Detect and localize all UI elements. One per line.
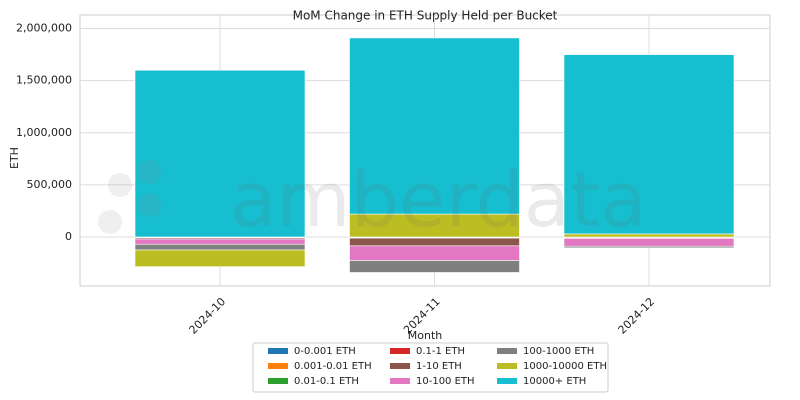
- bar-segment: [563, 245, 735, 249]
- legend-swatch: [268, 378, 288, 384]
- bar-segment: [134, 249, 306, 267]
- legend-swatch: [390, 363, 410, 369]
- y-tick-label: 1,500,000: [16, 74, 72, 87]
- x-tick-label: 2024-12: [616, 295, 658, 337]
- legend-label: 0.01-0.1 ETH: [294, 376, 359, 387]
- legend-label: 0.001-0.01 ETH: [294, 361, 372, 372]
- bar-segment: [563, 54, 735, 235]
- legend-label: 1000-10000 ETH: [523, 361, 607, 372]
- bar-segment: [134, 243, 306, 251]
- x-tick-label: 2024-10: [187, 295, 229, 337]
- bar-segment: [349, 245, 520, 261]
- y-tick-label: 1,000,000: [16, 126, 72, 139]
- legend-swatch: [268, 363, 288, 369]
- watermark: amberdata: [98, 155, 647, 244]
- y-tick-label: 0: [65, 230, 72, 243]
- legend-label: 100-1000 ETH: [523, 346, 594, 357]
- legend-swatch: [390, 378, 410, 384]
- legend-swatch: [268, 348, 288, 354]
- chart-title: MoM Change in ETH Supply Held per Bucket: [293, 9, 558, 23]
- legend-swatch: [497, 378, 517, 384]
- bar-segment: [134, 69, 306, 238]
- x-axis-label: Month: [408, 329, 443, 342]
- y-tick-label: 2,000,000: [16, 22, 72, 35]
- legend-swatch: [390, 348, 410, 354]
- watermark-text: amberdata: [230, 155, 647, 244]
- legend-label: 10-100 ETH: [416, 376, 475, 387]
- legend-label: 0.1-1 ETH: [416, 346, 465, 357]
- bar-segment: [349, 37, 520, 215]
- legend-label: 10000+ ETH: [523, 376, 586, 387]
- bar-segment: [349, 260, 520, 273]
- y-axis-label: ETH: [8, 147, 21, 169]
- legend-label: 0-0.001 ETH: [294, 346, 356, 357]
- legend-swatch: [497, 348, 517, 354]
- legend-swatch: [497, 363, 517, 369]
- legend: [252, 342, 609, 393]
- legend-label: 1-10 ETH: [416, 361, 462, 372]
- y-tick-label: 500,000: [27, 178, 73, 191]
